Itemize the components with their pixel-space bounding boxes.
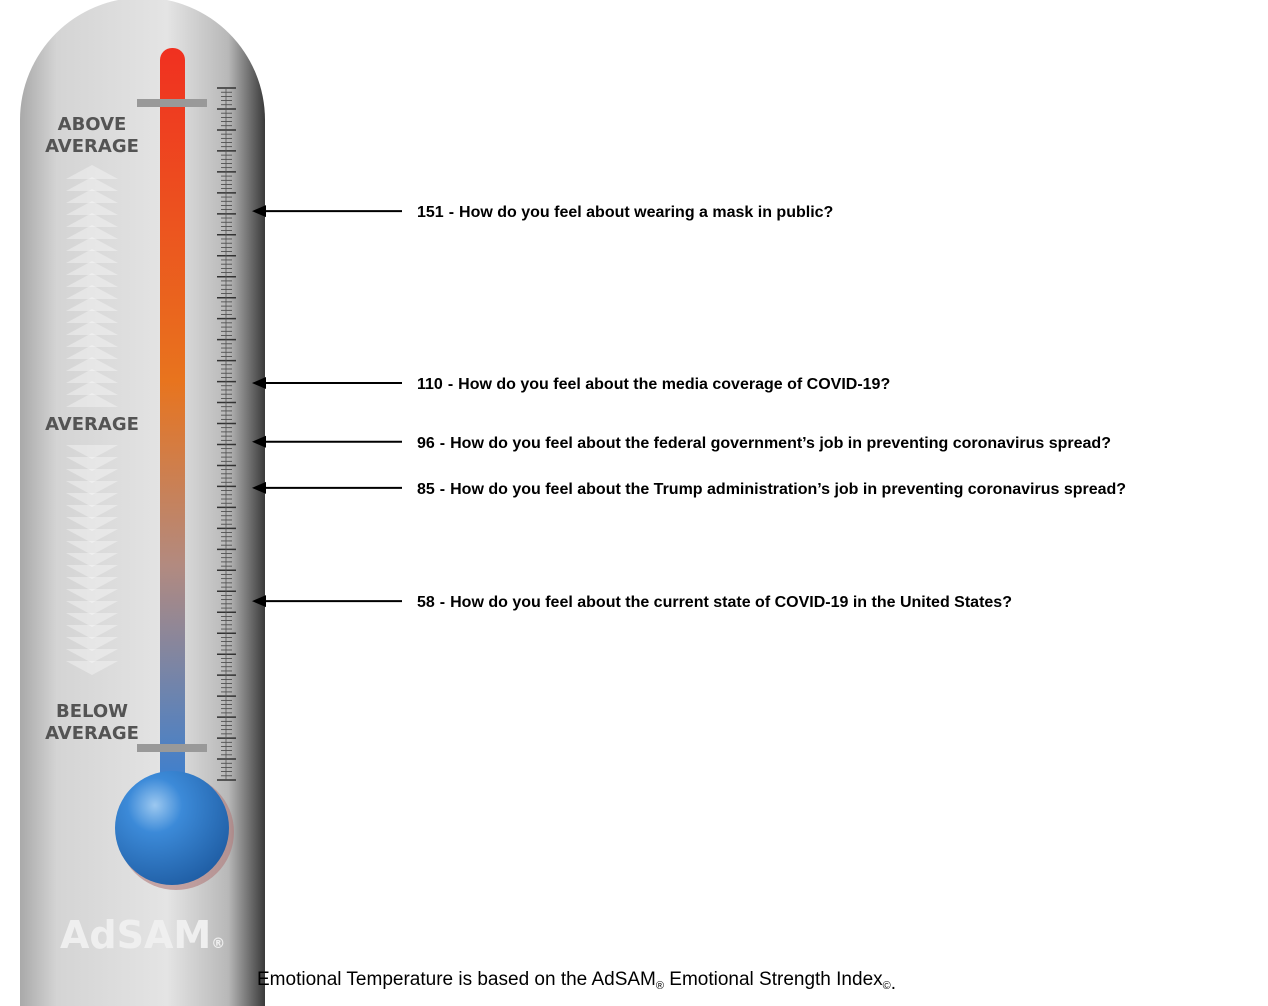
tube [160, 48, 185, 788]
arrow-head [252, 377, 266, 390]
item-separator: - [448, 376, 453, 393]
above-label: AVERAGE [45, 136, 139, 157]
chevron-up [66, 309, 118, 323]
item-label: 96- How do you feel about the federal gov… [417, 435, 1111, 452]
item-label: 58- How do you feel about the current sta… [417, 594, 1012, 611]
chevron-up [66, 261, 118, 275]
footer: Emotional Temperature is based on the Ad… [257, 969, 896, 994]
item-separator: - [440, 435, 445, 452]
item-question: How do you feel about the Trump administ… [450, 481, 1126, 498]
bulb [115, 771, 229, 885]
chevrons [66, 165, 118, 675]
chevron-down [66, 637, 118, 651]
chevron-down [66, 553, 118, 567]
chevron-up [66, 213, 118, 227]
chevron-up [66, 189, 118, 203]
chevron-up [66, 177, 118, 191]
item-score: 110 [417, 376, 443, 393]
item-question: How do you feel about the federal govern… [450, 435, 1111, 452]
arrow-head [252, 205, 266, 218]
footer-mark: ® [656, 980, 664, 992]
item-separator: - [440, 481, 445, 498]
item-score: 85 [417, 481, 435, 498]
chevron-down [66, 505, 118, 519]
item-question: How do you feel about wearing a mask in … [459, 204, 833, 221]
thermometer-body [20, 0, 265, 1006]
item-label: 110- How do you feel about the media cove… [417, 376, 890, 393]
average-label: AVERAGE [45, 414, 139, 435]
chevron-down [66, 445, 118, 459]
item-label: 85- How do you feel about the Trump admin… [417, 481, 1126, 498]
logo: AdSAM® [60, 913, 225, 957]
footer-text: Emotional Temperature is based on the Ad… [257, 969, 656, 990]
chevron-down [66, 589, 118, 603]
footer-mark: © [883, 980, 891, 992]
chevron-up [66, 393, 118, 407]
logo-mark: ® [211, 936, 225, 952]
arrow-head [252, 481, 266, 494]
chevron-up [66, 201, 118, 215]
item-score: 151 [417, 204, 444, 221]
chevron-up [66, 297, 118, 311]
chevron-up [66, 369, 118, 383]
chevron-down [66, 565, 118, 579]
chevron-up [66, 249, 118, 263]
scale [217, 87, 236, 781]
item-separator: - [449, 204, 454, 221]
chevron-up [66, 237, 118, 251]
chevron-up [66, 345, 118, 359]
chevron-down [66, 613, 118, 627]
chevron-down [66, 541, 118, 555]
item-question: How do you feel about the media coverage… [458, 376, 890, 393]
above-label: ABOVE [58, 114, 127, 135]
clip [137, 99, 207, 107]
item-score: 58 [417, 594, 435, 611]
chevron-down [66, 481, 118, 495]
chevron-up [66, 225, 118, 239]
chevron-down [66, 517, 118, 531]
chevron-down [66, 529, 118, 543]
item-score: 96 [417, 435, 435, 452]
chevron-down [66, 457, 118, 471]
chevron-down [66, 493, 118, 507]
chevron-up [66, 333, 118, 347]
chevron-down [66, 649, 118, 663]
chevron-up [66, 273, 118, 287]
chevron-down [66, 661, 118, 675]
chevron-down [66, 625, 118, 639]
footer-text: Emotional Strength Index [664, 969, 883, 990]
below-label: AVERAGE [45, 723, 139, 744]
chevron-up [66, 381, 118, 395]
clip [137, 744, 207, 752]
chevron-down [66, 577, 118, 591]
chevron-up [66, 285, 118, 299]
chevron-down [66, 601, 118, 615]
item-separator: - [440, 594, 445, 611]
item-label: 151- How do you feel about wearing a mask… [417, 204, 833, 221]
footer-end: . [891, 973, 896, 994]
chevron-up [66, 165, 118, 179]
items: 151- How do you feel about wearing a mask… [252, 204, 1126, 611]
item-question: How do you feel about the current state … [450, 594, 1012, 611]
arrow-head [252, 595, 266, 608]
arrow-head [252, 435, 266, 448]
logo-text: AdSAM [60, 913, 211, 957]
chevron-down [66, 469, 118, 483]
chevron-up [66, 357, 118, 371]
chevron-up [66, 321, 118, 335]
below-label: BELOW [56, 701, 128, 722]
